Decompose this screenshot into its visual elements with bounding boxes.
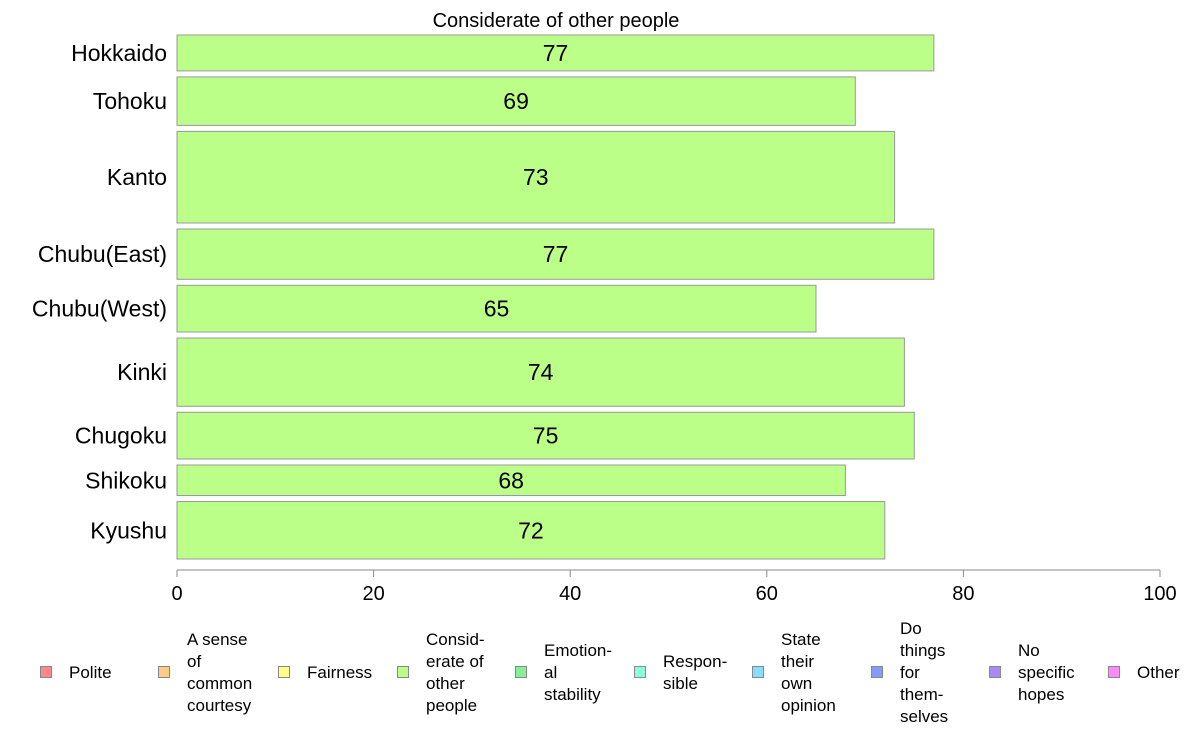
legend-label: Fairness: [307, 663, 373, 682]
legend-label: Consid- erate of other people: [426, 630, 485, 715]
bar-chubu-east: [176, 228, 935, 280]
bar-chubu-west: [176, 284, 817, 333]
legend-label: Polite: [69, 663, 112, 682]
legend-swatch: [397, 666, 409, 678]
x-tick-label: 80: [952, 583, 974, 605]
bar-value-label: 65: [484, 296, 510, 322]
category-label: Tohoku: [93, 88, 167, 114]
bar-chugoku: [176, 411, 915, 460]
bar-value-label: 75: [533, 423, 559, 449]
x-axis: 0 20 40 60 80 100: [171, 569, 1177, 605]
legend-label: Other: [1137, 663, 1180, 682]
category-label: Shikoku: [85, 467, 167, 493]
bar-kinki: [176, 337, 905, 407]
bars-group: 77 Hokkaido 69 Tohoku 73 Kanto 77 Chubu(East) 65…: [32, 34, 935, 560]
x-tick-label: 20: [362, 583, 384, 605]
bar-value-label: 77: [543, 40, 569, 66]
bar-value-label: 72: [518, 517, 544, 543]
legend-swatch: [40, 666, 52, 678]
chart-title: Considerate of other people: [433, 10, 680, 32]
legend-label: State their own opinion: [781, 630, 836, 715]
bar-tohoku: [176, 76, 856, 126]
legend-swatch: [278, 666, 290, 678]
category-label: Kinki: [117, 359, 167, 385]
bar-shikoku: [176, 464, 846, 496]
bar-value-label: 69: [503, 88, 529, 114]
x-tick-label: 100: [1143, 583, 1176, 605]
category-label: Kanto: [107, 164, 167, 190]
legend-swatch: [634, 666, 646, 678]
legend-label: Emotion- al stability: [544, 641, 613, 704]
legend: Polite A sense of common courtesy Fairness…: [0, 619, 1188, 736]
bar-kyushu: [176, 501, 886, 560]
legend-swatch: [989, 666, 1001, 678]
category-label: Kyushu: [90, 517, 167, 543]
legend-swatch: [1108, 666, 1120, 678]
legend-swatch: [871, 666, 883, 678]
legend-swatch: [158, 666, 170, 678]
bar-value-label: 73: [523, 164, 549, 190]
x-tick-label: 60: [756, 583, 778, 605]
legend-label: A sense of common courtesy: [187, 630, 253, 715]
x-tick-label: 0: [171, 583, 182, 605]
category-label: Chubu(East): [38, 241, 167, 267]
legend-swatch: [515, 666, 527, 678]
bar-chart-svg: Considerate of other people 77 Hokkaido 69…: [32, 10, 1177, 605]
x-tick-label: 40: [559, 583, 581, 605]
category-label: Hokkaido: [71, 40, 167, 66]
bar-value-label: 77: [543, 241, 569, 267]
category-label: Chubu(West): [32, 296, 167, 322]
legend-swatch: [752, 666, 764, 678]
legend-label: Do things for them- selves: [900, 619, 949, 726]
legend-label: No specific hopes: [1018, 641, 1075, 704]
bar-hokkaido: [176, 34, 935, 72]
category-label: Chugoku: [75, 423, 167, 449]
bar-kanto: [176, 130, 896, 224]
bar-value-label: 68: [498, 467, 524, 493]
legend-label: Respon- sible: [663, 652, 728, 693]
bar-value-label: 74: [528, 359, 554, 385]
